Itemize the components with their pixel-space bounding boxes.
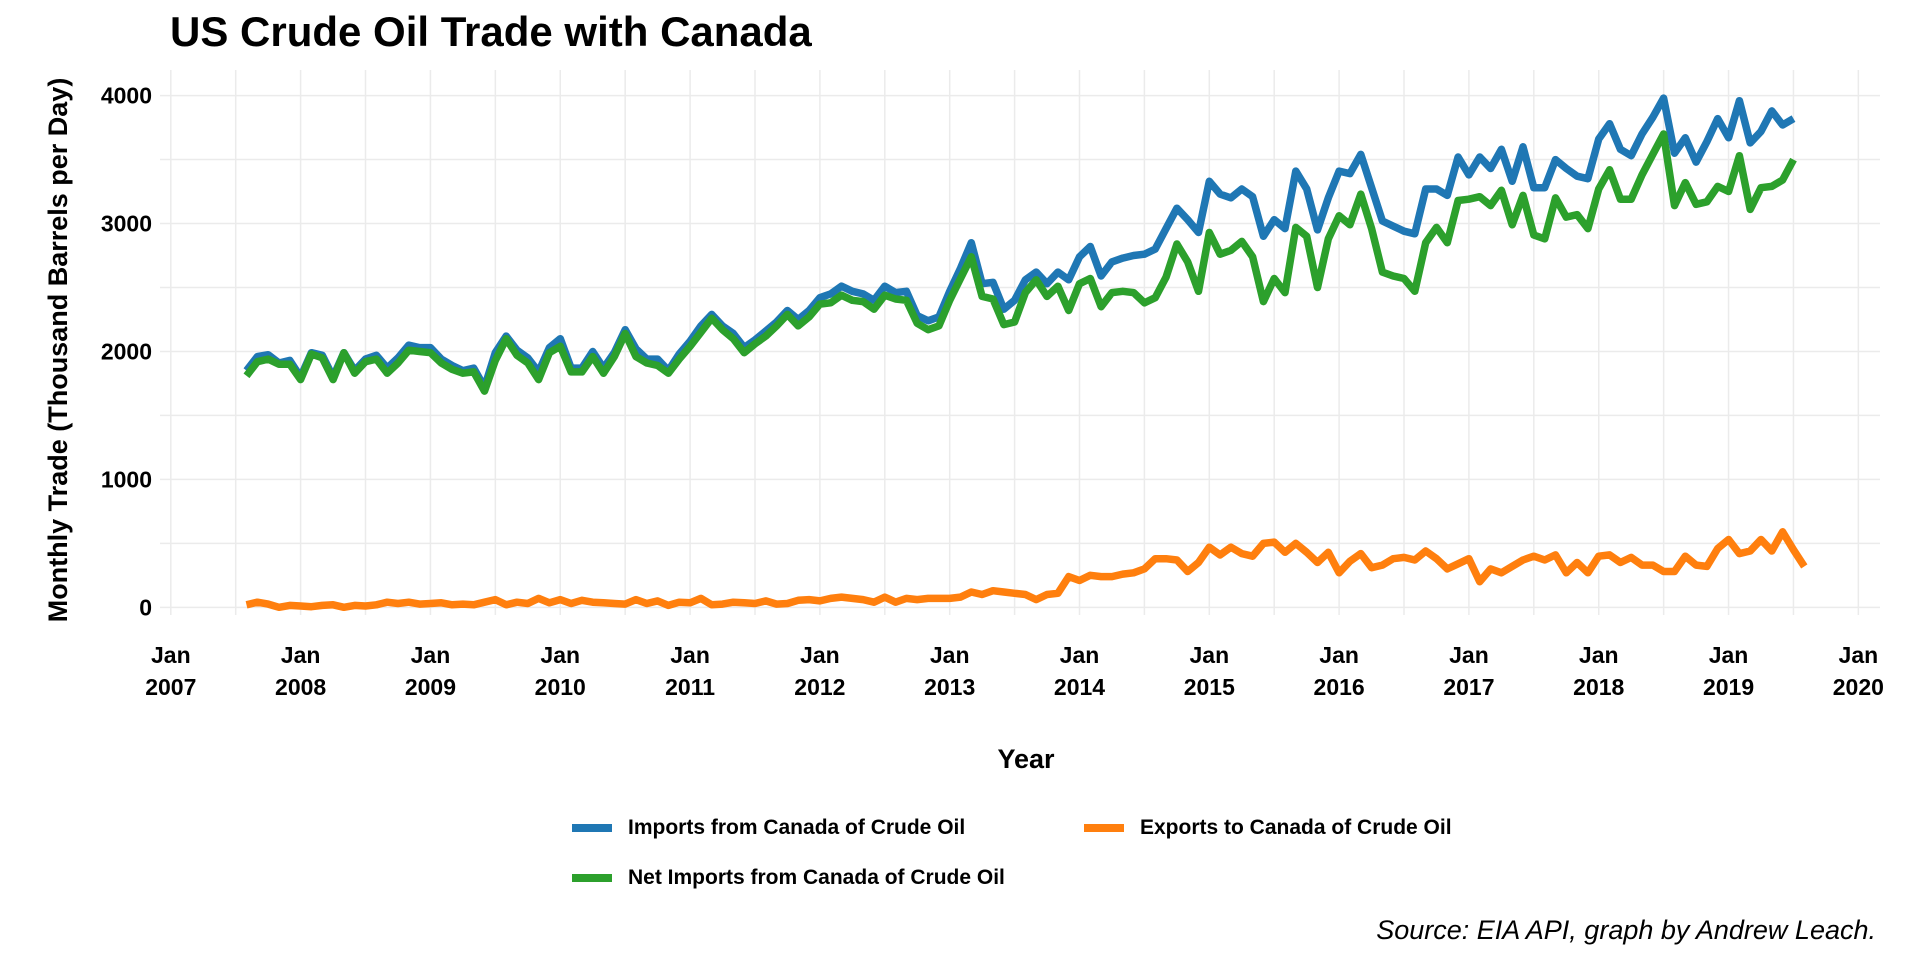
legend-key [572, 874, 612, 882]
x-tick-labels: Jan 2007 Jan 2008 Jan 2009 Jan 2010 Jan 2011 Jan 20… [145, 642, 1884, 700]
x-tick-label-month: Jan [1060, 642, 1100, 668]
x-tick-label: Jan 2011 [665, 642, 715, 700]
x-tick-label: Jan 2016 [1314, 642, 1365, 700]
legend-item-exports: Exports to Canada of Crude Oil [1084, 816, 1452, 840]
y-tick-labels: 0 1000 2000 3000 4000 [101, 83, 152, 621]
x-tick-label-month: Jan [281, 642, 321, 668]
x-tick-label-year: 2013 [924, 674, 975, 700]
x-tick-label-year: 2008 [275, 674, 326, 700]
x-tick-label: Jan 2013 [924, 642, 975, 700]
x-tick-label: Jan 2007 [145, 642, 196, 700]
x-tick-label-month: Jan [1709, 642, 1749, 668]
series-line-exports [245, 528, 1808, 612]
legend-item-net-imports: Net Imports from Canada of Crude Oil [572, 866, 1005, 890]
x-tick-label-month: Jan [670, 642, 710, 668]
x-tick-label: Jan 2019 [1703, 642, 1754, 700]
x-tick-label-year: 2018 [1573, 674, 1624, 700]
legend-label: Net Imports from Canada of Crude Oil [628, 866, 1005, 889]
y-tick-label: 4000 [101, 83, 152, 109]
x-tick-label-year: 2019 [1703, 674, 1754, 700]
x-tick-label-month: Jan [151, 642, 191, 668]
x-tick-label-year: 2016 [1314, 674, 1365, 700]
legend: Imports from Canada of Crude Oil Exports … [0, 800, 1920, 910]
series-line-imports [243, 94, 1796, 392]
series-line-net-imports [243, 130, 1797, 395]
x-tick-label-month: Jan [800, 642, 840, 668]
x-tick-label: Jan 2015 [1184, 642, 1235, 700]
x-tick-label-month: Jan [1839, 642, 1879, 668]
legend-item-imports: Imports from Canada of Crude Oil [572, 816, 965, 840]
gridlines [160, 70, 1880, 615]
x-tick-label-year: 2014 [1054, 674, 1105, 700]
legend-label: Imports from Canada of Crude Oil [628, 816, 966, 839]
x-tick-label: Jan 2020 [1833, 642, 1884, 700]
x-axis-title: Year [997, 744, 1055, 774]
legend-key [1084, 824, 1124, 832]
x-tick-label-year: 2009 [405, 674, 456, 700]
x-tick-label-year: 2010 [535, 674, 586, 700]
y-tick-label: 2000 [101, 338, 152, 364]
x-tick-label: Jan 2010 [535, 642, 586, 700]
y-tick-label: 1000 [101, 466, 152, 492]
legend-label: Exports to Canada of Crude Oil [1140, 816, 1452, 839]
x-tick-label-month: Jan [1579, 642, 1619, 668]
legend-key [572, 824, 612, 832]
x-tick-label-month: Jan [1189, 642, 1229, 668]
x-tick-label: Jan 2012 [794, 642, 845, 700]
x-tick-label-year: 2011 [665, 674, 715, 700]
series-lines [243, 94, 1808, 612]
x-tick-label: Jan 2017 [1443, 642, 1494, 700]
chart-title: US Crude Oil Trade with Canada [170, 8, 812, 55]
x-tick-label-year: 2015 [1184, 674, 1235, 700]
x-tick-label-month: Jan [930, 642, 970, 668]
y-tick-label: 3000 [101, 211, 152, 237]
x-tick-label: Jan 2014 [1054, 642, 1105, 700]
x-tick-label-year: 2017 [1443, 674, 1494, 700]
x-tick-label-year: 2020 [1833, 674, 1884, 700]
x-tick-label: Jan 2008 [275, 642, 326, 700]
x-tick-label-year: 2007 [145, 674, 196, 700]
x-tick-label-month: Jan [411, 642, 451, 668]
x-tick-label-month: Jan [1319, 642, 1359, 668]
source-caption: Source: EIA API, graph by Andrew Leach. [1376, 915, 1876, 945]
x-tick-label-year: 2012 [794, 674, 845, 700]
x-tick-label-month: Jan [1449, 642, 1489, 668]
y-axis-title: Monthly Trade (Thousand Barrels per Day) [43, 78, 73, 623]
y-tick-label: 0 [139, 594, 152, 620]
x-tick-label: Jan 2018 [1573, 642, 1624, 700]
x-tick-label-month: Jan [540, 642, 580, 668]
x-tick-label: Jan 2009 [405, 642, 456, 700]
